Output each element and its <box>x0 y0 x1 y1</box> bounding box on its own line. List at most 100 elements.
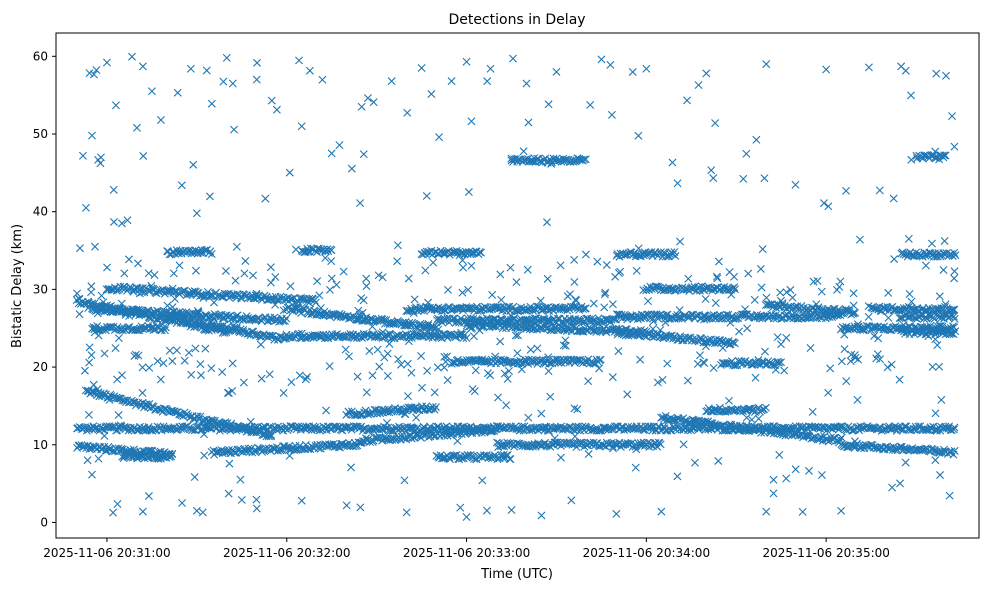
data-point <box>742 413 751 422</box>
data-point <box>496 337 505 346</box>
data-point <box>512 278 521 287</box>
data-point <box>890 255 899 264</box>
y-tick-label: 0 <box>40 515 48 529</box>
data-point <box>117 299 126 308</box>
data-point <box>514 331 523 340</box>
data-point <box>690 458 699 467</box>
data-point <box>612 509 621 518</box>
data-point <box>465 304 474 313</box>
data-point <box>492 425 501 434</box>
data-point <box>401 410 410 419</box>
data-point <box>841 305 850 314</box>
data-point <box>846 357 855 366</box>
data-point <box>417 352 426 361</box>
data-point <box>89 380 98 389</box>
data-point <box>410 295 419 304</box>
data-point <box>341 345 350 354</box>
data-point <box>896 479 905 488</box>
data-point <box>556 453 565 462</box>
data-point <box>933 341 942 350</box>
data-point <box>293 302 302 311</box>
data-point <box>475 326 484 335</box>
data-point <box>739 174 748 183</box>
data-point <box>436 304 445 313</box>
data-point <box>742 149 751 158</box>
data-point <box>432 422 441 431</box>
data-point <box>305 298 314 307</box>
data-point <box>231 276 240 285</box>
data-point <box>183 290 192 299</box>
x-tick-label: 2025-11-06 20:31:00 <box>43 546 170 560</box>
data-point <box>946 329 955 338</box>
data-point <box>853 320 862 329</box>
data-point <box>401 318 410 327</box>
data-point <box>849 301 858 310</box>
data-point <box>596 355 605 364</box>
data-point <box>224 389 233 397</box>
y-tick-label: 10 <box>33 438 48 452</box>
data-point <box>608 373 617 382</box>
data-point <box>458 256 467 265</box>
data-point <box>178 499 187 507</box>
data-point <box>459 263 468 272</box>
data-point <box>228 359 237 368</box>
data-point <box>357 102 366 111</box>
data-point <box>467 117 476 126</box>
data-point <box>494 393 503 402</box>
data-point <box>949 425 958 434</box>
data-point <box>239 378 248 387</box>
data-point <box>636 355 645 364</box>
data-point <box>285 451 294 460</box>
data-point <box>804 466 813 475</box>
data-point <box>305 66 314 75</box>
data-point <box>75 294 84 303</box>
data-point <box>325 362 334 371</box>
data-point <box>709 174 718 183</box>
data-point <box>97 291 106 300</box>
axis-ticks: 0 10 20 30 40 50 60 2025-11-06 20:31:00 2025-11-… <box>33 49 890 560</box>
data-point <box>571 295 580 304</box>
data-point <box>817 471 826 480</box>
data-point <box>808 407 817 416</box>
data-point <box>144 269 153 278</box>
data-point <box>728 338 737 347</box>
data-point <box>647 423 656 432</box>
data-point <box>322 406 331 415</box>
data-point <box>931 147 940 156</box>
data-point <box>851 353 860 362</box>
data-point <box>812 300 821 309</box>
data-point <box>172 346 181 355</box>
data-point <box>363 94 372 103</box>
x-tick-label: 2025-11-06 20:35:00 <box>762 546 889 560</box>
data-point <box>486 371 495 380</box>
data-point <box>693 359 702 368</box>
data-point <box>741 305 750 314</box>
data-point <box>126 423 135 432</box>
data-point <box>533 359 542 368</box>
data-point <box>308 309 317 318</box>
data-point <box>177 424 186 433</box>
data-point <box>155 452 164 461</box>
data-point <box>271 273 280 282</box>
data-point <box>581 304 590 313</box>
data-point <box>89 70 98 79</box>
data-point <box>543 274 552 283</box>
data-point <box>297 329 306 338</box>
data-point <box>824 202 833 211</box>
data-point <box>769 475 778 484</box>
data-point <box>99 389 108 398</box>
data-point <box>581 250 590 259</box>
data-point <box>709 364 718 372</box>
data-point <box>883 363 892 372</box>
data-point <box>138 507 147 516</box>
data-point <box>883 444 892 453</box>
data-point <box>544 100 553 109</box>
data-point <box>160 326 169 335</box>
data-point <box>632 266 641 275</box>
data-point <box>750 295 759 304</box>
data-point <box>944 324 953 333</box>
data-point <box>138 363 147 372</box>
data-point <box>547 159 556 168</box>
data-point <box>701 342 710 351</box>
data-point <box>373 345 382 354</box>
